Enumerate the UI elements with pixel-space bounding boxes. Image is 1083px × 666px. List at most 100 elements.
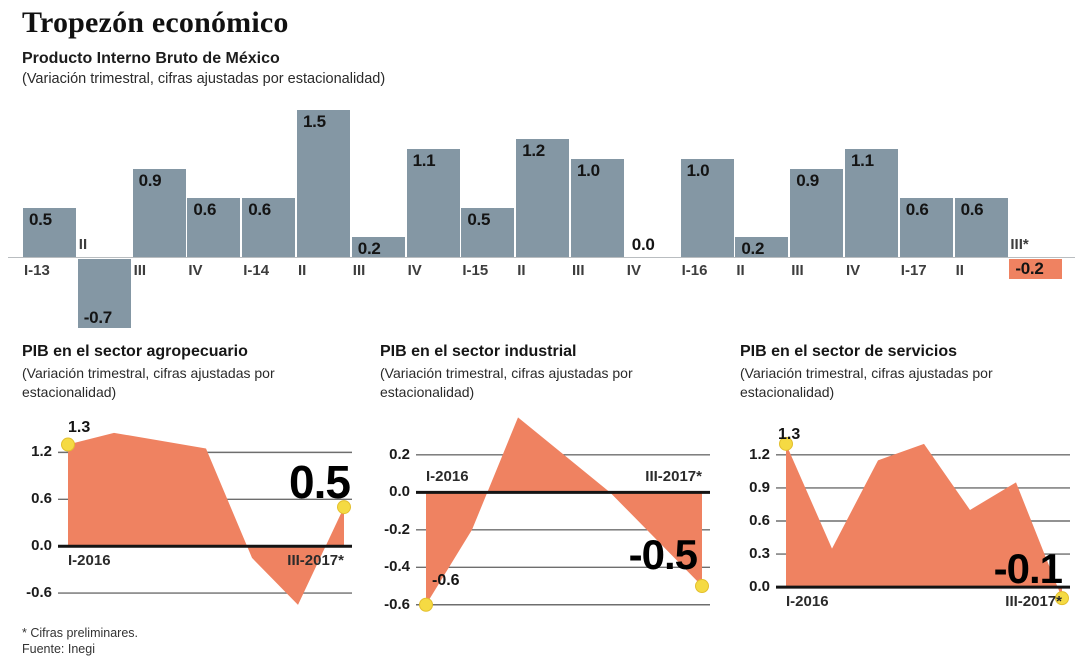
bar-value-label: -0.7 [83, 307, 112, 327]
x-axis-label-start: I-2016 [68, 552, 111, 570]
services-sector-chart: PIB en el sector de servicios (Variación… [740, 343, 1076, 628]
x-axis-label-start: I-2016 [426, 468, 469, 486]
bar-value-label: 0.6 [905, 200, 929, 220]
y-tick-label: 0.9 [749, 478, 770, 496]
main-chart-subtitle: (Variación trimestral, cifras ajustadas … [22, 71, 386, 87]
bar-category-label: III [572, 262, 585, 279]
area-plot: 1.2 0.9 0.6 0.3 0.0 I-2016 III-2017* 1.3 -0.1 [740, 426, 1076, 611]
bar-value-label: 0.5 [467, 210, 491, 229]
bar-value-label: 1.0 [686, 161, 710, 180]
bar-category-label: I-14 [243, 262, 270, 279]
area-chart-svg [58, 432, 352, 605]
footnote-preliminary: * Cifras preliminares. [22, 626, 139, 640]
main-chart-title: Producto Interno Bruto de México [22, 50, 280, 67]
area-plot: 0.2 0.0 -0.2 -0.4 -0.6 I-2016 III-2017* -0.6 -0.… [380, 408, 716, 616]
x-axis-label-end: III-2017* [287, 552, 344, 570]
y-tick-label: -0.6 [26, 584, 52, 602]
bar-III [790, 168, 844, 257]
bar-value-label: 0.9 [796, 170, 819, 190]
bar-value-label: 1.2 [522, 141, 545, 161]
bar-value-label: 0.6 [960, 200, 984, 220]
y-tick-label: -0.6 [384, 595, 410, 613]
bar-value-label: 1.0 [577, 161, 600, 180]
bar-category-label: II [955, 262, 964, 279]
chart-subtitle: (Variación trimestral, cifras ajustadas … [380, 365, 633, 400]
bar-category-label: II [517, 262, 526, 279]
chart-title: PIB en el sector agropecuario [22, 343, 248, 360]
area-chart-svg [416, 417, 710, 612]
footnotes: * Cifras preliminares. Fuente: Inegi [22, 625, 138, 658]
bar-category-label: II [78, 236, 88, 253]
page-title: Tropezón económico [22, 6, 289, 39]
bar-category-label: IV [626, 262, 641, 279]
industrial-sector-chart: PIB en el sector industrial (Variación t… [380, 343, 716, 628]
bar-category-label: I-15 [462, 262, 489, 279]
last-point-dot [337, 500, 351, 515]
bar-II [516, 139, 570, 257]
first-point-value-label: 1.3 [68, 418, 91, 436]
bar-IV [845, 149, 898, 257]
bar-category-label: I-16 [681, 262, 708, 279]
bar-I-15 [461, 208, 515, 257]
bar-I-16 [680, 159, 734, 257]
y-tick-label: 0.0 [389, 483, 410, 501]
area-series [68, 432, 344, 605]
y-tick-label: -0.2 [384, 520, 410, 538]
bar-category-label: III [791, 262, 804, 279]
first-point-dot [419, 597, 433, 612]
last-point-dot [1055, 591, 1069, 606]
bar-category-label: I-13 [24, 262, 50, 279]
bar-value-label: 0.9 [138, 170, 162, 190]
first-point-value-label: -0.6 [432, 571, 460, 589]
y-tick-label: 1.2 [749, 445, 770, 463]
x-axis-label-end: III-2017* [1005, 593, 1062, 611]
y-tick-label: 0.0 [31, 537, 52, 555]
y-tick-label: 0.6 [749, 512, 770, 529]
bar-II [735, 237, 789, 257]
gdp-quarterly-bar-chart: 0.5 I-13 -0.7 II 0.9 III 0.6 IV 0.6 I-14 1.5 II 0.2 I… [8, 104, 1075, 334]
agriculture-sector-chart: PIB en el sector agropecuario (Variación… [22, 343, 358, 628]
bar-category-label: III* [1010, 236, 1029, 253]
bar-IV [187, 198, 241, 257]
x-axis-line [8, 257, 1075, 258]
bar-value-label: 0.2 [741, 239, 765, 259]
bar-III [132, 168, 186, 257]
bar-value-label: 0.6 [193, 200, 217, 220]
chart-title: PIB en el sector industrial [380, 343, 577, 360]
bar-value-label: 0.2 [357, 239, 381, 259]
latest-value-label: -0.1 [993, 545, 1063, 592]
chart-title: PIB en el sector de servicios [740, 343, 957, 360]
bar-value-label: -0.2 [1015, 258, 1044, 278]
y-tick-label: 0.0 [749, 578, 770, 596]
x-axis-label-start: I-2016 [786, 593, 829, 611]
chart-subtitle: (Variación trimestral, cifras ajustadas … [22, 365, 275, 400]
bar-I-13 [23, 208, 76, 257]
bar-II [77, 259, 131, 328]
area-chart-svg [776, 436, 1070, 606]
latest-value-label: 0.5 [289, 456, 351, 508]
y-tick-label: 0.6 [31, 490, 52, 508]
area-series [786, 443, 1062, 599]
last-point-dot [695, 579, 709, 594]
bar-category-label: III [352, 262, 366, 279]
bar-II [954, 198, 1008, 257]
x-axis-label-end: III-2017* [645, 468, 702, 486]
bar-value-label: 0.6 [248, 200, 271, 220]
bar-I-17 [899, 198, 953, 257]
bar-value-label: 1.5 [303, 112, 326, 131]
first-point-dot [779, 436, 793, 451]
first-point-value-label: 1.3 [778, 425, 801, 443]
bar-I-14 [242, 198, 296, 257]
footnote-source: Fuente: Inegi [22, 642, 95, 657]
y-tick-label: 0.3 [749, 545, 770, 563]
latest-value-label: -0.5 [628, 531, 698, 578]
bar-category-label: I-17 [900, 262, 927, 279]
bar-value-label: 1.1 [412, 151, 436, 171]
y-tick-label: 1.2 [31, 443, 52, 461]
area-plot: 1.2 0.6 0.0 -0.6 I-2016 III-2017* 1.3 0.5 [22, 419, 358, 615]
area-series [426, 417, 702, 605]
bar-value-label: 0.5 [29, 210, 52, 229]
bar-III* [1009, 259, 1063, 279]
bar-value-label: 0.0 [631, 235, 655, 254]
